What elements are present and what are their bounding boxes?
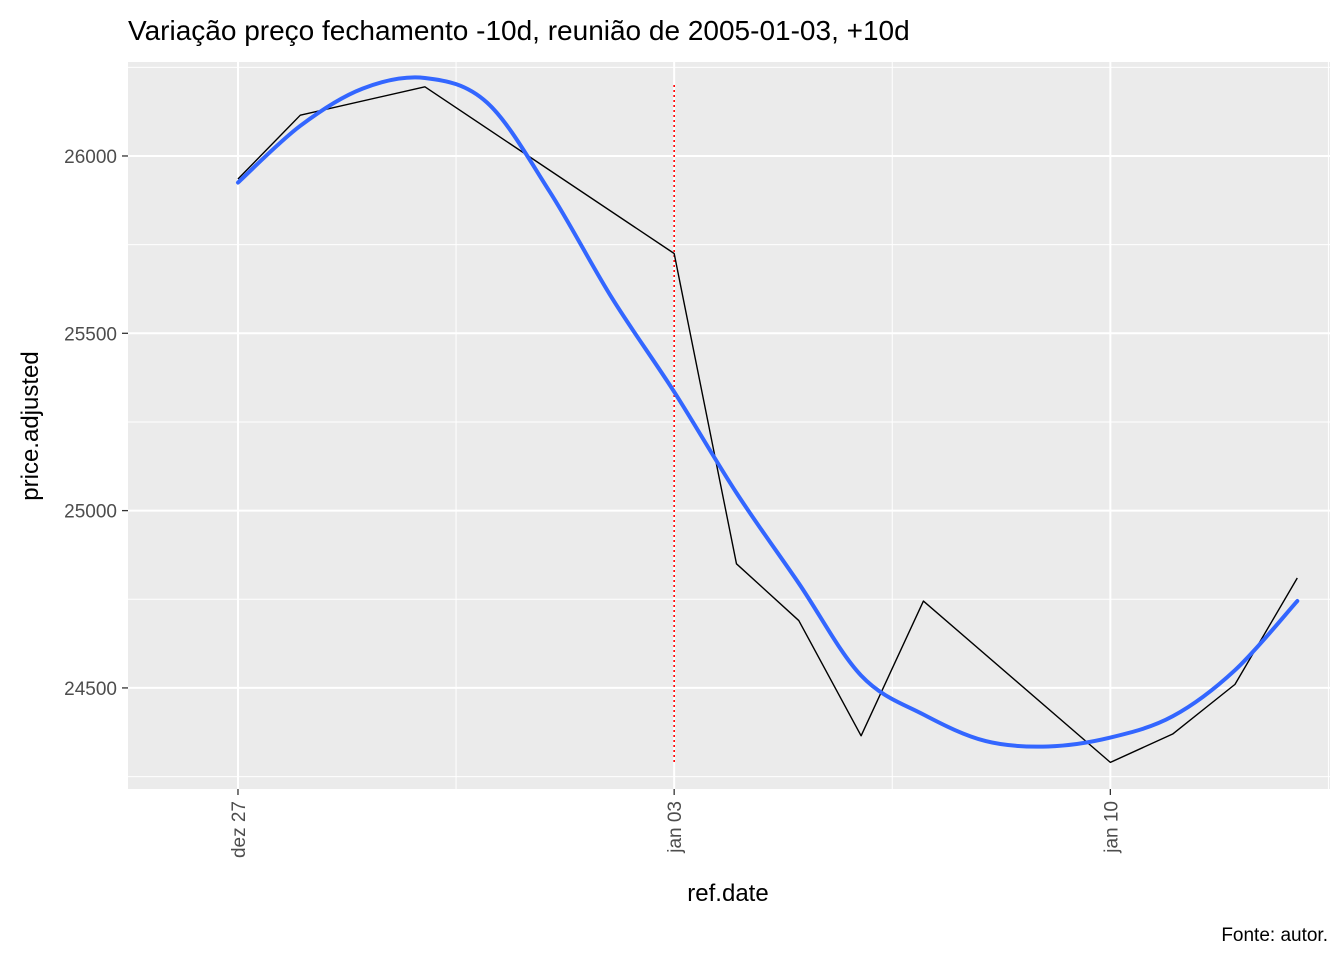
y-axis-title: price.adjusted xyxy=(17,351,44,500)
y-axis: 24500 25000 25500 26000 xyxy=(64,147,128,700)
chart-title: Variação preço fechamento -10d, reunião … xyxy=(128,15,910,46)
price-line xyxy=(237,86,1298,764)
x-tick-label: jan 10 xyxy=(1101,801,1122,854)
x-axis-title: ref.date xyxy=(687,880,768,907)
caption: Fonte: autor. xyxy=(1221,925,1328,946)
y-tick-label: 25000 xyxy=(64,502,117,523)
smooth-line xyxy=(235,75,1300,749)
x-tick-label: jan 03 xyxy=(665,801,686,854)
x-tick-label: dez 27 xyxy=(229,801,250,858)
y-tick-label: 24500 xyxy=(64,679,117,700)
series-layer xyxy=(235,75,1300,764)
y-tick-label: 25500 xyxy=(64,324,117,345)
plot-panel xyxy=(128,62,1330,789)
y-tick-label: 26000 xyxy=(64,147,117,168)
x-axis: dez 27 jan 03 jan 10 xyxy=(229,789,1122,858)
minor-gridlines xyxy=(128,62,1330,789)
